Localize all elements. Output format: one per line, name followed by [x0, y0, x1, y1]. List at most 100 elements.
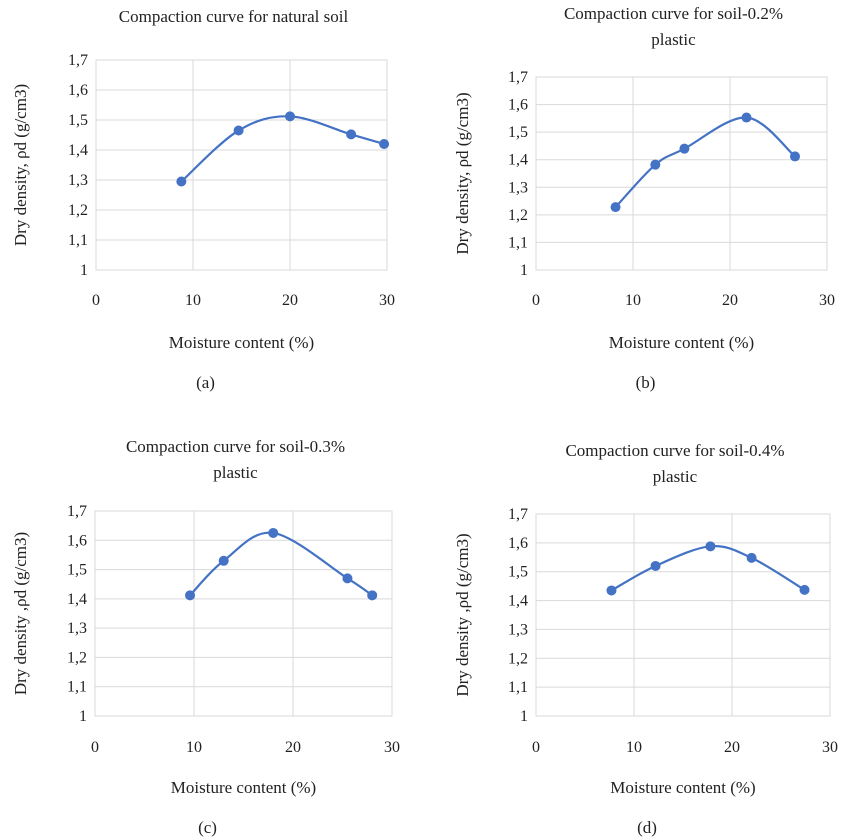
data-point — [233, 125, 244, 136]
plot-area-frame — [94, 510, 393, 717]
chart-b: Compaction curve for soil-0.2% plastic 1 1,… — [453, 4, 835, 392]
y-axis-label: Dry density, ρd (g/cm3) — [11, 84, 30, 246]
panel-caption: (c) — [198, 818, 217, 837]
chart-c: Compaction curve for soil-0.3% plastic 1 1,… — [11, 437, 400, 837]
y-tick-label: 1,5 — [67, 562, 87, 579]
x-axis-label: Moisture content (%) — [610, 778, 755, 797]
x-tick-label: 10 — [625, 292, 641, 309]
x-tick-label: 30 — [819, 292, 835, 309]
y-tick-label: 1,7 — [508, 506, 528, 523]
panel-caption: (d) — [637, 818, 657, 837]
y-tick-label: 1,7 — [67, 503, 87, 520]
y-tick-label: 1,3 — [508, 621, 528, 638]
data-point — [606, 585, 617, 596]
chart-title: plastic — [213, 463, 258, 482]
series-line — [180, 115, 385, 183]
y-tick-label: 1,7 — [68, 52, 88, 69]
data-point — [285, 111, 295, 122]
data-point — [379, 139, 390, 149]
y-tick-label: 1,1 — [508, 679, 528, 696]
x-tick-label: 30 — [379, 292, 395, 309]
x-axis-label: Moisture content (%) — [609, 333, 754, 352]
panel-caption: (a) — [196, 373, 215, 392]
data-point — [799, 584, 810, 595]
y-tick-label: 1,5 — [68, 112, 88, 129]
y-tick-label: 1,3 — [508, 179, 528, 196]
y-tick-label: 1,6 — [67, 532, 87, 549]
y-tick-label: 1,7 — [508, 69, 528, 86]
y-tick-label: 1,6 — [508, 97, 528, 114]
data-point — [789, 151, 800, 162]
x-tick-label: 20 — [724, 739, 740, 756]
data-point — [346, 129, 357, 140]
y-axis-label: Dry density ,ρd (g/cm3) — [453, 533, 472, 696]
x-tick-label: 0 — [91, 739, 99, 756]
y-tick-label: 1,4 — [508, 152, 528, 169]
data-point — [650, 159, 661, 170]
x-tick-label: 30 — [384, 739, 400, 756]
y-tick-label: 1,4 — [68, 142, 88, 159]
data-point — [176, 176, 187, 187]
chart-title: plastic — [653, 467, 698, 486]
data-point — [679, 143, 690, 154]
y-tick-label: 1,3 — [68, 172, 88, 189]
y-tick-label: 1,4 — [67, 591, 87, 608]
y-tick-label: 1,2 — [508, 207, 528, 224]
data-point — [705, 541, 716, 552]
panel-caption: (b) — [636, 373, 656, 392]
chart-d: Compaction curve for soil-0.4% plastic 1 1,… — [453, 441, 838, 837]
plot-area-frame — [95, 59, 388, 271]
chart-title: Compaction curve for natural soil — [119, 7, 349, 26]
data-point — [342, 573, 353, 584]
y-axis-label: Dry density ,ρd (g/cm3) — [11, 532, 30, 695]
x-tick-label: 10 — [185, 292, 201, 309]
x-tick-label: 0 — [532, 292, 540, 309]
y-tick-label: 1,2 — [67, 649, 87, 666]
chart-title: Compaction curve for soil-0.4% — [565, 441, 784, 460]
x-tick-label: 10 — [186, 739, 202, 756]
plot-area-frame — [535, 513, 831, 717]
series-line — [610, 545, 806, 592]
y-tick-label: 1,6 — [68, 82, 88, 99]
series-line — [189, 531, 373, 597]
data-point — [185, 590, 196, 601]
data-point — [610, 202, 621, 213]
data-point — [746, 552, 757, 563]
series-line — [614, 116, 796, 208]
y-tick-label: 1 — [80, 262, 88, 279]
y-tick-label: 1,1 — [67, 679, 87, 696]
y-tick-label: 1,1 — [68, 232, 88, 249]
chart-title: Compaction curve for soil-0.2% — [564, 4, 783, 23]
x-tick-label: 10 — [626, 739, 642, 756]
data-point — [741, 112, 752, 123]
y-tick-label: 1,6 — [508, 535, 528, 552]
x-axis-label: Moisture content (%) — [171, 778, 316, 797]
x-tick-label: 0 — [532, 739, 540, 756]
x-tick-label: 20 — [282, 292, 298, 309]
plot-area-frame — [535, 76, 828, 271]
data-point — [218, 555, 229, 566]
y-tick-label: 1 — [520, 708, 528, 725]
data-point — [268, 527, 279, 538]
chart-title: plastic — [651, 30, 696, 49]
x-tick-label: 20 — [722, 292, 738, 309]
y-tick-label: 1,2 — [508, 650, 528, 667]
data-point — [367, 590, 378, 601]
y-tick-label: 1,5 — [508, 564, 528, 581]
chart-title: Compaction curve for soil-0.3% — [126, 437, 345, 456]
y-tick-label: 1,1 — [508, 234, 528, 251]
y-tick-label: 1,3 — [67, 620, 87, 637]
x-tick-label: 0 — [92, 292, 100, 309]
data-point — [650, 560, 661, 571]
y-tick-label: 1,2 — [68, 202, 88, 219]
y-tick-label: 1 — [79, 708, 87, 725]
x-axis-label: Moisture content (%) — [169, 333, 314, 352]
x-tick-label: 30 — [822, 739, 838, 756]
y-tick-label: 1,5 — [508, 124, 528, 141]
y-axis-label: Dry density, ρd (g/cm3) — [453, 92, 472, 254]
y-tick-label: 1 — [520, 262, 528, 279]
chart-a: Compaction curve for natural soil 1 1,1 1,2… — [11, 7, 395, 392]
y-tick-label: 1,4 — [508, 593, 528, 610]
x-tick-label: 20 — [285, 739, 301, 756]
